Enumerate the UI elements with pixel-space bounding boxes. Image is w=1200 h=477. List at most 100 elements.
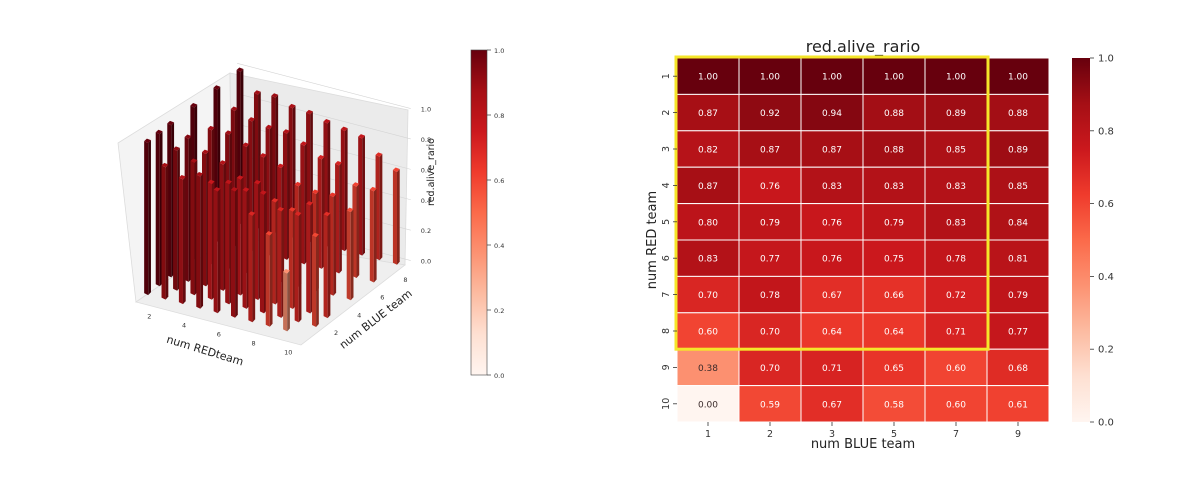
bar-r8-b1 <box>265 231 273 327</box>
cell-value-label: 0.92 <box>760 109 780 119</box>
cell-value-label: 0.77 <box>1008 328 1028 338</box>
bar3d-chart: 2 4 6 8 10 2 4 6 8 0.0 0.2 0.4 0.6 0.8 1.0 num REDteam… <box>117 63 437 369</box>
cell-value-label: 0.81 <box>1008 255 1028 265</box>
bar-r10-b9 <box>392 167 400 265</box>
highlight-box <box>674 55 990 351</box>
bar-r6-b1 <box>230 187 238 318</box>
y-ticks: 1 2 3 4 5 6 7 8 9 10 <box>661 73 677 410</box>
colorbar-tick-label: 0.8 <box>494 112 504 120</box>
cell-value-label: 0.82 <box>698 146 718 156</box>
x-tick-label: 2 <box>767 429 773 440</box>
cell-value-label: 0.68 <box>1008 364 1028 374</box>
y-tick-label: 9 <box>661 364 672 370</box>
z-tick-label-3d: 0.4 <box>421 197 431 205</box>
bar-r10-b5 <box>346 207 354 301</box>
bar-r7-b1 <box>248 211 256 323</box>
y-tick-label: 7 <box>661 292 672 298</box>
heatmap-cell-r9-c9 <box>986 348 1050 387</box>
x-tick-label-3d: 6 <box>217 331 221 339</box>
colorbar-tick-label: 0.0 <box>494 372 504 380</box>
z-tick-label-3d: 1.0 <box>421 106 431 114</box>
cell-value-label: 1.00 <box>1008 73 1028 83</box>
heatmap-cell-r6-c7 <box>924 239 988 277</box>
cell-value-label: 0.83 <box>946 182 966 192</box>
colorbar-tick-label: 1.0 <box>1098 54 1114 65</box>
x-tick-label: 3 <box>829 429 835 440</box>
cell-value-label: 0.61 <box>1008 400 1028 410</box>
cell-value-label: 0.89 <box>1008 146 1028 156</box>
cell-value-label: 0.60 <box>946 364 966 374</box>
z-tick-label-3d: 0.6 <box>421 166 431 174</box>
heatmap-cell-r10-c9 <box>986 385 1050 423</box>
y-tick-label-3d: 2 <box>334 329 338 337</box>
cell-value-label: 0.79 <box>1008 291 1028 301</box>
cell-value-label: 1.00 <box>884 73 904 83</box>
heatmap-cell-r6-c5 <box>862 239 926 277</box>
cell-value-label: 0.60 <box>946 400 966 410</box>
cell-value-label: 0.00 <box>698 400 718 410</box>
heatmap-cell-r4-c2 <box>738 166 802 205</box>
cell-value-label: 0.78 <box>946 255 966 265</box>
x-tick-label: 5 <box>891 429 897 440</box>
bar-r10-b2 <box>312 232 319 327</box>
zlabel-3d: red.alive_rario <box>426 138 437 206</box>
cell-value-label: 0.67 <box>822 400 842 410</box>
cell-value-label: 0.88 <box>884 109 904 119</box>
cell-value-label: 0.83 <box>822 182 842 192</box>
colorbar-tick-label: 0.4 <box>1098 272 1114 283</box>
heatmap-cell-r7-c5 <box>862 275 926 314</box>
cell-value-label: 0.76 <box>822 218 842 228</box>
colorbar-right: 0.0 0.2 0.4 0.6 0.8 1.0 <box>1072 54 1114 429</box>
bar-r10-b3 <box>323 211 331 319</box>
cell-value-label: 0.83 <box>698 255 718 265</box>
heatmap-cell-r9-c1 <box>676 348 740 387</box>
colorbar-tick-label: 0.8 <box>1098 126 1114 137</box>
heatmap-cell-r10-c3 <box>800 385 864 423</box>
heatmap-cell-r3-c1 <box>676 130 740 168</box>
bar-r9-b3 <box>306 201 314 314</box>
z-tick-label-3d: 0.8 <box>421 136 431 144</box>
colorbar-tick-label: 0.2 <box>1098 345 1114 356</box>
y-tick-label-3d: 4 <box>357 311 361 319</box>
y-tick-label: 3 <box>661 146 672 152</box>
cell-value-label: 0.60 <box>698 328 718 338</box>
bar-r10-b7 <box>369 186 377 283</box>
cell-value-label: 0.76 <box>822 255 842 265</box>
colorbar-tick-label: 1.0 <box>494 47 504 55</box>
cell-value-label: 0.85 <box>946 146 966 156</box>
heatmap-chart: red.alive_rario 1.00 1.00 1.00 1.00 1.00 1.00… <box>645 37 1050 452</box>
bar-r1-b2 <box>155 129 163 287</box>
y-tick-label: 10 <box>661 398 672 410</box>
y-tick-label: 6 <box>661 255 672 261</box>
heatmap-cell-r8-c5 <box>862 312 926 350</box>
heatmap-cell-r5-c5 <box>862 203 926 241</box>
heatmap-cell-r9-c2 <box>738 348 802 387</box>
bar-r5-b2 <box>225 179 232 305</box>
colorbar-left: 0.0 0.2 0.4 0.6 0.8 1.0 <box>470 47 504 380</box>
colorbar-tick-label: 0.4 <box>494 242 504 250</box>
cell-value-label: 0.70 <box>760 364 780 374</box>
xlabel-3d: num REDteam <box>165 333 245 369</box>
heatmap-cell-r1-c2 <box>738 57 802 95</box>
heatmap-cell-r7-c7 <box>924 275 988 314</box>
cell-value-label: 0.87 <box>698 109 718 119</box>
heatmap-cell-r6-c1 <box>676 239 740 277</box>
heatmap-cell-r9-c5 <box>862 348 926 387</box>
heatmap-cell-r6-c9 <box>986 239 1050 277</box>
bar-r9-b2 <box>294 211 302 323</box>
heatmap-cell-r3-c3 <box>800 130 864 168</box>
cell-value-label: 0.71 <box>946 328 966 338</box>
y-tick-label: 1 <box>661 73 672 79</box>
cell-value-label: 1.00 <box>946 73 966 83</box>
bar-r1-b1 <box>144 138 151 296</box>
heatmap-ylabel: num RED team <box>645 191 660 289</box>
x-tick-label: 7 <box>953 429 959 440</box>
bar-r4-b1 <box>196 171 204 309</box>
cell-value-label: 0.64 <box>884 328 904 338</box>
cell-value-label: 0.76 <box>760 182 780 192</box>
y-tick-label-3d: 6 <box>380 294 384 302</box>
heatmap-cell-r7-c2 <box>738 275 802 314</box>
cell-value-label: 0.72 <box>946 291 966 301</box>
x-tick-label: 9 <box>1015 429 1021 440</box>
cell-value-label: 1.00 <box>698 73 718 83</box>
